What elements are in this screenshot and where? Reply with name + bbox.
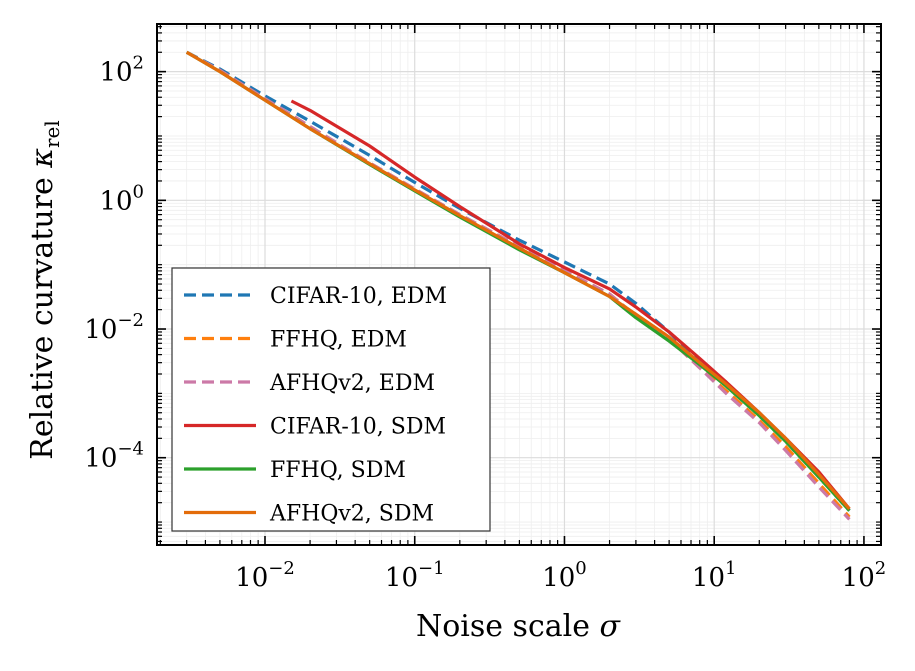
legend-label-5: FFHQ, SDM xyxy=(270,458,406,483)
legend-label-2: FFHQ, EDM xyxy=(270,328,407,353)
x-tick-label-exponent: 2 xyxy=(875,558,886,579)
y-tick-label: 10−4 xyxy=(84,439,144,474)
y-tick-label-exponent: −2 xyxy=(117,310,144,331)
y-axis-label: Relative curvature κrel xyxy=(25,120,64,460)
y-tick-label-base: 10 xyxy=(99,58,132,88)
legend-box xyxy=(171,267,491,532)
series-layer xyxy=(185,50,851,521)
x-tick-label-base: 10 xyxy=(385,563,418,593)
y-tick-label-base: 10 xyxy=(84,315,117,345)
x-tick-label: 100 xyxy=(542,558,587,593)
legend-label-3: AFHQv2, EDM xyxy=(269,371,435,396)
x-axis-label-text: Noise scale xyxy=(416,609,590,644)
y-tick-label: 10−2 xyxy=(84,310,144,345)
x-tick-label-base: 10 xyxy=(542,563,575,593)
x-tick-label-exponent: −1 xyxy=(418,558,445,579)
y-tick-label-base: 10 xyxy=(84,444,117,474)
y-axis-label-symbol: κ xyxy=(25,148,60,169)
x-axis-label: Noise scale σ xyxy=(416,609,622,644)
y-tick-label-exponent: 2 xyxy=(133,53,144,74)
x-tick-label: 10−1 xyxy=(385,558,445,593)
x-tick-label-base: 10 xyxy=(235,563,268,593)
x-tick-label: 101 xyxy=(692,558,737,593)
legend-label-6: AFHQv2, SDM xyxy=(269,502,434,527)
y-tick-label: 100 xyxy=(99,181,144,216)
legend-label-4: CIFAR-10, SDM xyxy=(270,415,446,440)
x-tick-label: 10−2 xyxy=(235,558,295,593)
x-tick-label-base: 10 xyxy=(842,563,875,593)
y-tick-label-base: 10 xyxy=(99,186,132,216)
series-line-6 xyxy=(185,50,851,510)
y-tick-label-exponent: −4 xyxy=(117,439,144,460)
x-tick-label-exponent: 1 xyxy=(725,558,736,579)
y-tick-label-exponent: 0 xyxy=(133,181,144,202)
x-tick-label: 102 xyxy=(842,558,887,593)
y-axis-label-subscript: rel xyxy=(40,120,64,148)
x-axis-label-symbol: σ xyxy=(600,609,622,644)
x-tick-label-exponent: 0 xyxy=(575,558,586,579)
x-tick-label-exponent: −2 xyxy=(268,558,295,579)
y-axis-label-text: Relative curvature xyxy=(25,177,60,459)
series-line-3 xyxy=(185,50,851,521)
legend: CIFAR-10, EDM FFHQ, EDM AFHQv2, EDM CIFAR-1… xyxy=(171,267,491,532)
legend-label-1: CIFAR-10, EDM xyxy=(270,284,447,309)
x-tick-label-base: 10 xyxy=(692,563,725,593)
y-tick-label: 102 xyxy=(99,53,144,88)
